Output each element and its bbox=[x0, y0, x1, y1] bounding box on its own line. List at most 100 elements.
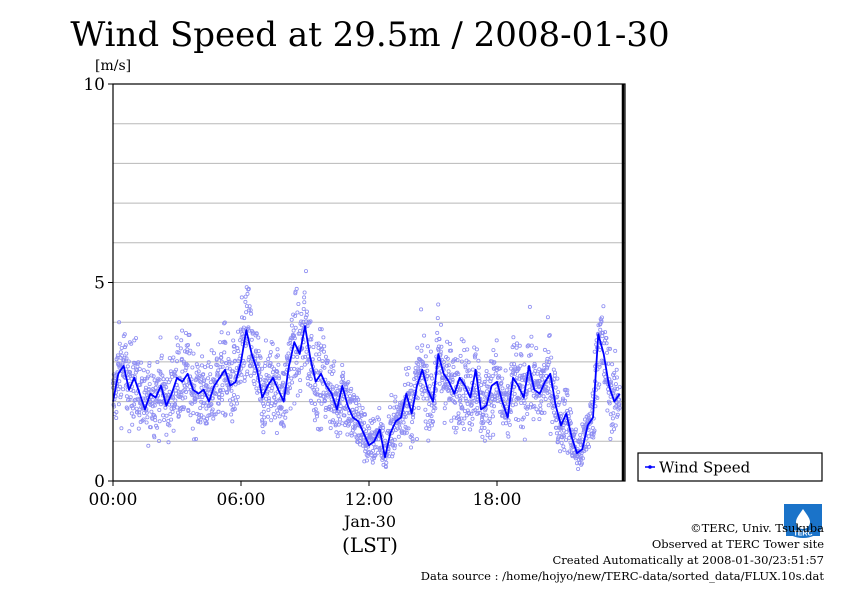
data-point bbox=[491, 432, 496, 437]
data-point bbox=[302, 295, 307, 300]
data-point bbox=[333, 392, 338, 397]
data-point bbox=[454, 425, 459, 430]
data-point bbox=[116, 361, 121, 366]
data-point bbox=[408, 382, 413, 387]
data-point bbox=[215, 372, 220, 377]
data-point bbox=[517, 343, 522, 348]
data-point bbox=[285, 390, 290, 395]
data-point bbox=[135, 410, 140, 415]
data-point bbox=[419, 307, 424, 312]
data-point bbox=[322, 344, 327, 349]
data-point bbox=[301, 306, 306, 311]
data-point bbox=[432, 401, 437, 406]
data-point bbox=[558, 426, 563, 431]
data-point bbox=[198, 406, 203, 411]
data-point bbox=[220, 392, 225, 397]
data-point bbox=[313, 382, 318, 387]
data-point bbox=[128, 370, 133, 375]
data-point bbox=[606, 361, 611, 366]
data-point bbox=[256, 349, 261, 354]
data-point bbox=[190, 365, 195, 370]
data-point bbox=[220, 364, 225, 369]
data-point bbox=[261, 430, 266, 435]
data-point bbox=[269, 418, 274, 423]
grid-lines bbox=[113, 123, 625, 442]
data-point bbox=[465, 401, 470, 406]
data-point bbox=[553, 385, 558, 390]
data-point bbox=[323, 354, 328, 359]
data-point bbox=[617, 405, 622, 410]
data-point bbox=[114, 410, 119, 415]
data-point bbox=[266, 396, 271, 401]
data-point bbox=[282, 409, 287, 414]
data-point bbox=[531, 417, 536, 422]
data-point bbox=[267, 398, 272, 403]
data-point bbox=[542, 362, 547, 367]
data-point bbox=[208, 372, 213, 377]
data-point bbox=[615, 414, 620, 419]
data-point bbox=[236, 359, 241, 364]
data-point bbox=[456, 411, 461, 416]
data-point bbox=[308, 398, 313, 403]
data-point bbox=[183, 368, 188, 373]
data-point bbox=[397, 425, 402, 430]
data-point bbox=[381, 425, 386, 430]
data-point bbox=[479, 383, 484, 388]
data-point bbox=[349, 386, 354, 391]
data-point bbox=[499, 380, 504, 385]
data-point bbox=[242, 360, 247, 365]
data-point bbox=[592, 428, 597, 433]
data-point bbox=[182, 383, 187, 388]
data-point bbox=[537, 385, 542, 390]
data-point bbox=[219, 330, 224, 335]
data-point bbox=[284, 362, 289, 367]
data-point bbox=[490, 409, 495, 414]
data-point bbox=[331, 369, 336, 374]
data-point bbox=[325, 358, 330, 363]
data-point bbox=[293, 325, 298, 330]
data-point bbox=[519, 353, 524, 358]
data-point bbox=[477, 376, 482, 381]
data-point bbox=[238, 379, 243, 384]
data-point bbox=[219, 355, 224, 360]
data-point bbox=[486, 373, 491, 378]
data-point bbox=[257, 366, 262, 371]
data-point bbox=[261, 382, 266, 387]
data-point bbox=[606, 390, 611, 395]
data-point bbox=[297, 331, 302, 336]
data-point bbox=[372, 418, 377, 423]
data-point bbox=[597, 364, 602, 369]
data-point bbox=[239, 372, 244, 377]
data-point bbox=[396, 407, 401, 412]
data-point bbox=[511, 343, 516, 348]
data-point bbox=[440, 376, 445, 381]
data-point bbox=[608, 436, 613, 441]
data-point bbox=[363, 446, 368, 451]
data-point bbox=[446, 363, 451, 368]
data-point bbox=[469, 411, 474, 416]
data-point bbox=[597, 382, 602, 387]
data-point bbox=[123, 343, 128, 348]
data-point bbox=[146, 443, 151, 448]
data-point bbox=[245, 369, 250, 374]
data-point bbox=[396, 409, 401, 414]
data-point bbox=[599, 315, 604, 320]
data-point bbox=[430, 419, 435, 424]
data-point bbox=[453, 357, 458, 362]
data-point bbox=[137, 367, 142, 372]
data-point bbox=[115, 353, 120, 358]
data-point bbox=[152, 435, 157, 440]
data-point bbox=[501, 411, 506, 416]
data-point bbox=[193, 436, 198, 441]
data-point bbox=[191, 351, 196, 356]
data-point bbox=[413, 375, 418, 380]
data-point bbox=[547, 360, 552, 365]
data-point bbox=[511, 335, 516, 340]
data-point bbox=[500, 386, 505, 391]
data-point bbox=[561, 444, 566, 449]
data-point bbox=[289, 376, 294, 381]
data-point bbox=[137, 413, 142, 418]
data-point bbox=[483, 406, 488, 411]
data-point bbox=[448, 341, 453, 346]
data-point bbox=[141, 368, 146, 373]
